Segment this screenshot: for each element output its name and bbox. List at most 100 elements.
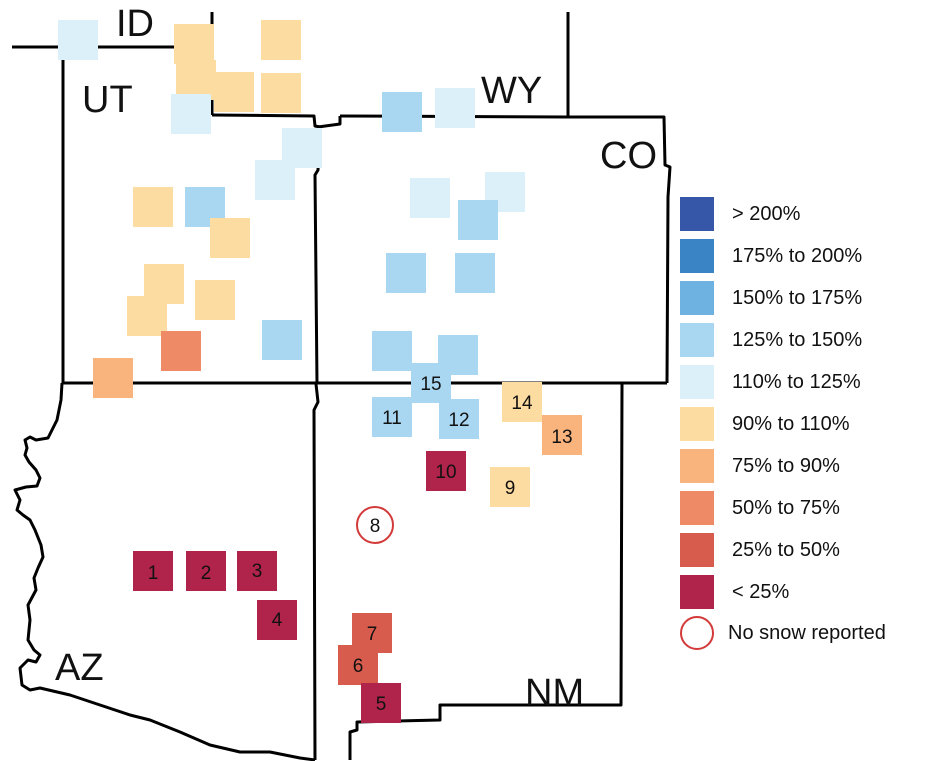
legend-swatch [680, 449, 714, 483]
station-marker [171, 94, 211, 134]
station-marker [210, 218, 250, 258]
station-marker [58, 20, 98, 60]
az-nm-border [312, 383, 320, 761]
station-marker [386, 253, 426, 293]
state-boundaries [12, 12, 672, 761]
station-14-label: 14 [511, 393, 533, 414]
state-label-co: CO [600, 135, 657, 177]
station-13-marker [542, 415, 582, 455]
legend-swatch [680, 575, 714, 609]
legend-label: 110% to 125% [732, 371, 861, 393]
legend-item: < 25% [680, 575, 935, 611]
station-6-marker [338, 645, 378, 685]
az-west-border [13, 382, 316, 761]
legend-item: 110% to 125% [680, 365, 935, 401]
station-2: 2 [186, 551, 226, 591]
no-snow-circle-icon [680, 616, 714, 650]
numbered-stations: 15 11 12 14 13 10 9 8 [133, 363, 582, 723]
station-4-label: 4 [272, 610, 283, 631]
station-1: 1 [133, 551, 173, 591]
state-label-nm: NM [525, 672, 584, 714]
station-marker [127, 296, 167, 336]
station-14-marker [502, 382, 542, 422]
legend-label: 175% to 200% [732, 245, 863, 267]
station-marker [382, 92, 422, 132]
station-10-marker [426, 451, 466, 491]
legend-swatch [680, 533, 714, 567]
station-6: 6 [338, 645, 378, 685]
station-12-label: 12 [448, 410, 469, 431]
legend-swatch [680, 365, 714, 399]
station-marker [93, 358, 133, 398]
station-1-label: 1 [148, 563, 159, 584]
station-11-label: 11 [382, 408, 402, 429]
legend-label: 125% to 150% [732, 329, 863, 351]
station-5: 5 [361, 683, 401, 723]
station-marker [261, 20, 301, 60]
legend-item: 25% to 50% [680, 533, 935, 569]
legend-swatch [680, 239, 714, 273]
station-9-marker [490, 467, 530, 507]
station-8-label: 8 [370, 516, 381, 537]
station-15-marker [411, 363, 451, 403]
station-13-label: 13 [551, 427, 572, 448]
station-5-marker [361, 683, 401, 723]
station-12: 12 [439, 399, 479, 439]
wy-co-southern-border [339, 114, 672, 384]
station-8: 8 [356, 506, 394, 544]
station-3: 3 [237, 551, 277, 591]
legend-label: > 200% [732, 203, 801, 225]
station-3-marker [237, 551, 277, 591]
station-marker [174, 24, 214, 64]
station-10: 10 [426, 451, 466, 491]
legend-swatch [680, 491, 714, 525]
station-6-label: 6 [353, 656, 364, 677]
state-label-ut: UT [82, 79, 133, 121]
legend-swatch [680, 323, 714, 357]
legend-item: 125% to 150% [680, 323, 935, 359]
station-12-marker [439, 399, 479, 439]
station-marker [410, 178, 450, 218]
legend-label: 90% to 110% [732, 413, 850, 435]
station-marker [372, 331, 412, 371]
station-marker [262, 320, 302, 360]
station-4: 4 [257, 600, 297, 640]
station-marker [261, 73, 301, 113]
station-5-label: 5 [376, 694, 387, 715]
legend-item: 150% to 175% [680, 281, 935, 317]
state-label-id: ID [116, 3, 154, 45]
station-marker [214, 72, 254, 112]
legend-item: 90% to 110% [680, 407, 935, 443]
station-10-label: 10 [435, 462, 456, 483]
legend-item: 175% to 200% [680, 239, 935, 275]
legend-label: No snow reported [728, 622, 886, 644]
legend-label: < 25% [732, 581, 790, 603]
legend-item: 75% to 90% [680, 449, 935, 485]
station-7-label: 7 [367, 624, 378, 645]
state-label-wy: WY [481, 70, 542, 112]
station-marker [195, 280, 235, 320]
station-markers [58, 20, 525, 398]
station-14: 14 [502, 382, 542, 422]
state-label-az: AZ [55, 647, 104, 689]
station-8-no-snow-marker [356, 506, 394, 544]
station-1-marker [133, 551, 173, 591]
station-marker [133, 187, 173, 227]
station-marker [458, 200, 498, 240]
legend-item-no-snow: No snow reported [680, 616, 935, 652]
station-marker [255, 160, 295, 200]
station-15-label: 15 [420, 374, 441, 395]
legend-item: > 200% [680, 197, 935, 233]
state-labels: ID UT WY CO AZ NM [55, 3, 657, 714]
legend-label: 75% to 90% [732, 455, 840, 477]
legend-label: 25% to 50% [732, 539, 840, 561]
station-13: 13 [542, 415, 582, 455]
station-15: 15 [411, 363, 451, 403]
station-2-marker [186, 551, 226, 591]
station-marker [435, 88, 475, 128]
station-marker [176, 60, 216, 100]
station-3-label: 3 [252, 561, 263, 582]
station-9-label: 9 [505, 478, 516, 499]
station-11-marker [372, 397, 412, 437]
